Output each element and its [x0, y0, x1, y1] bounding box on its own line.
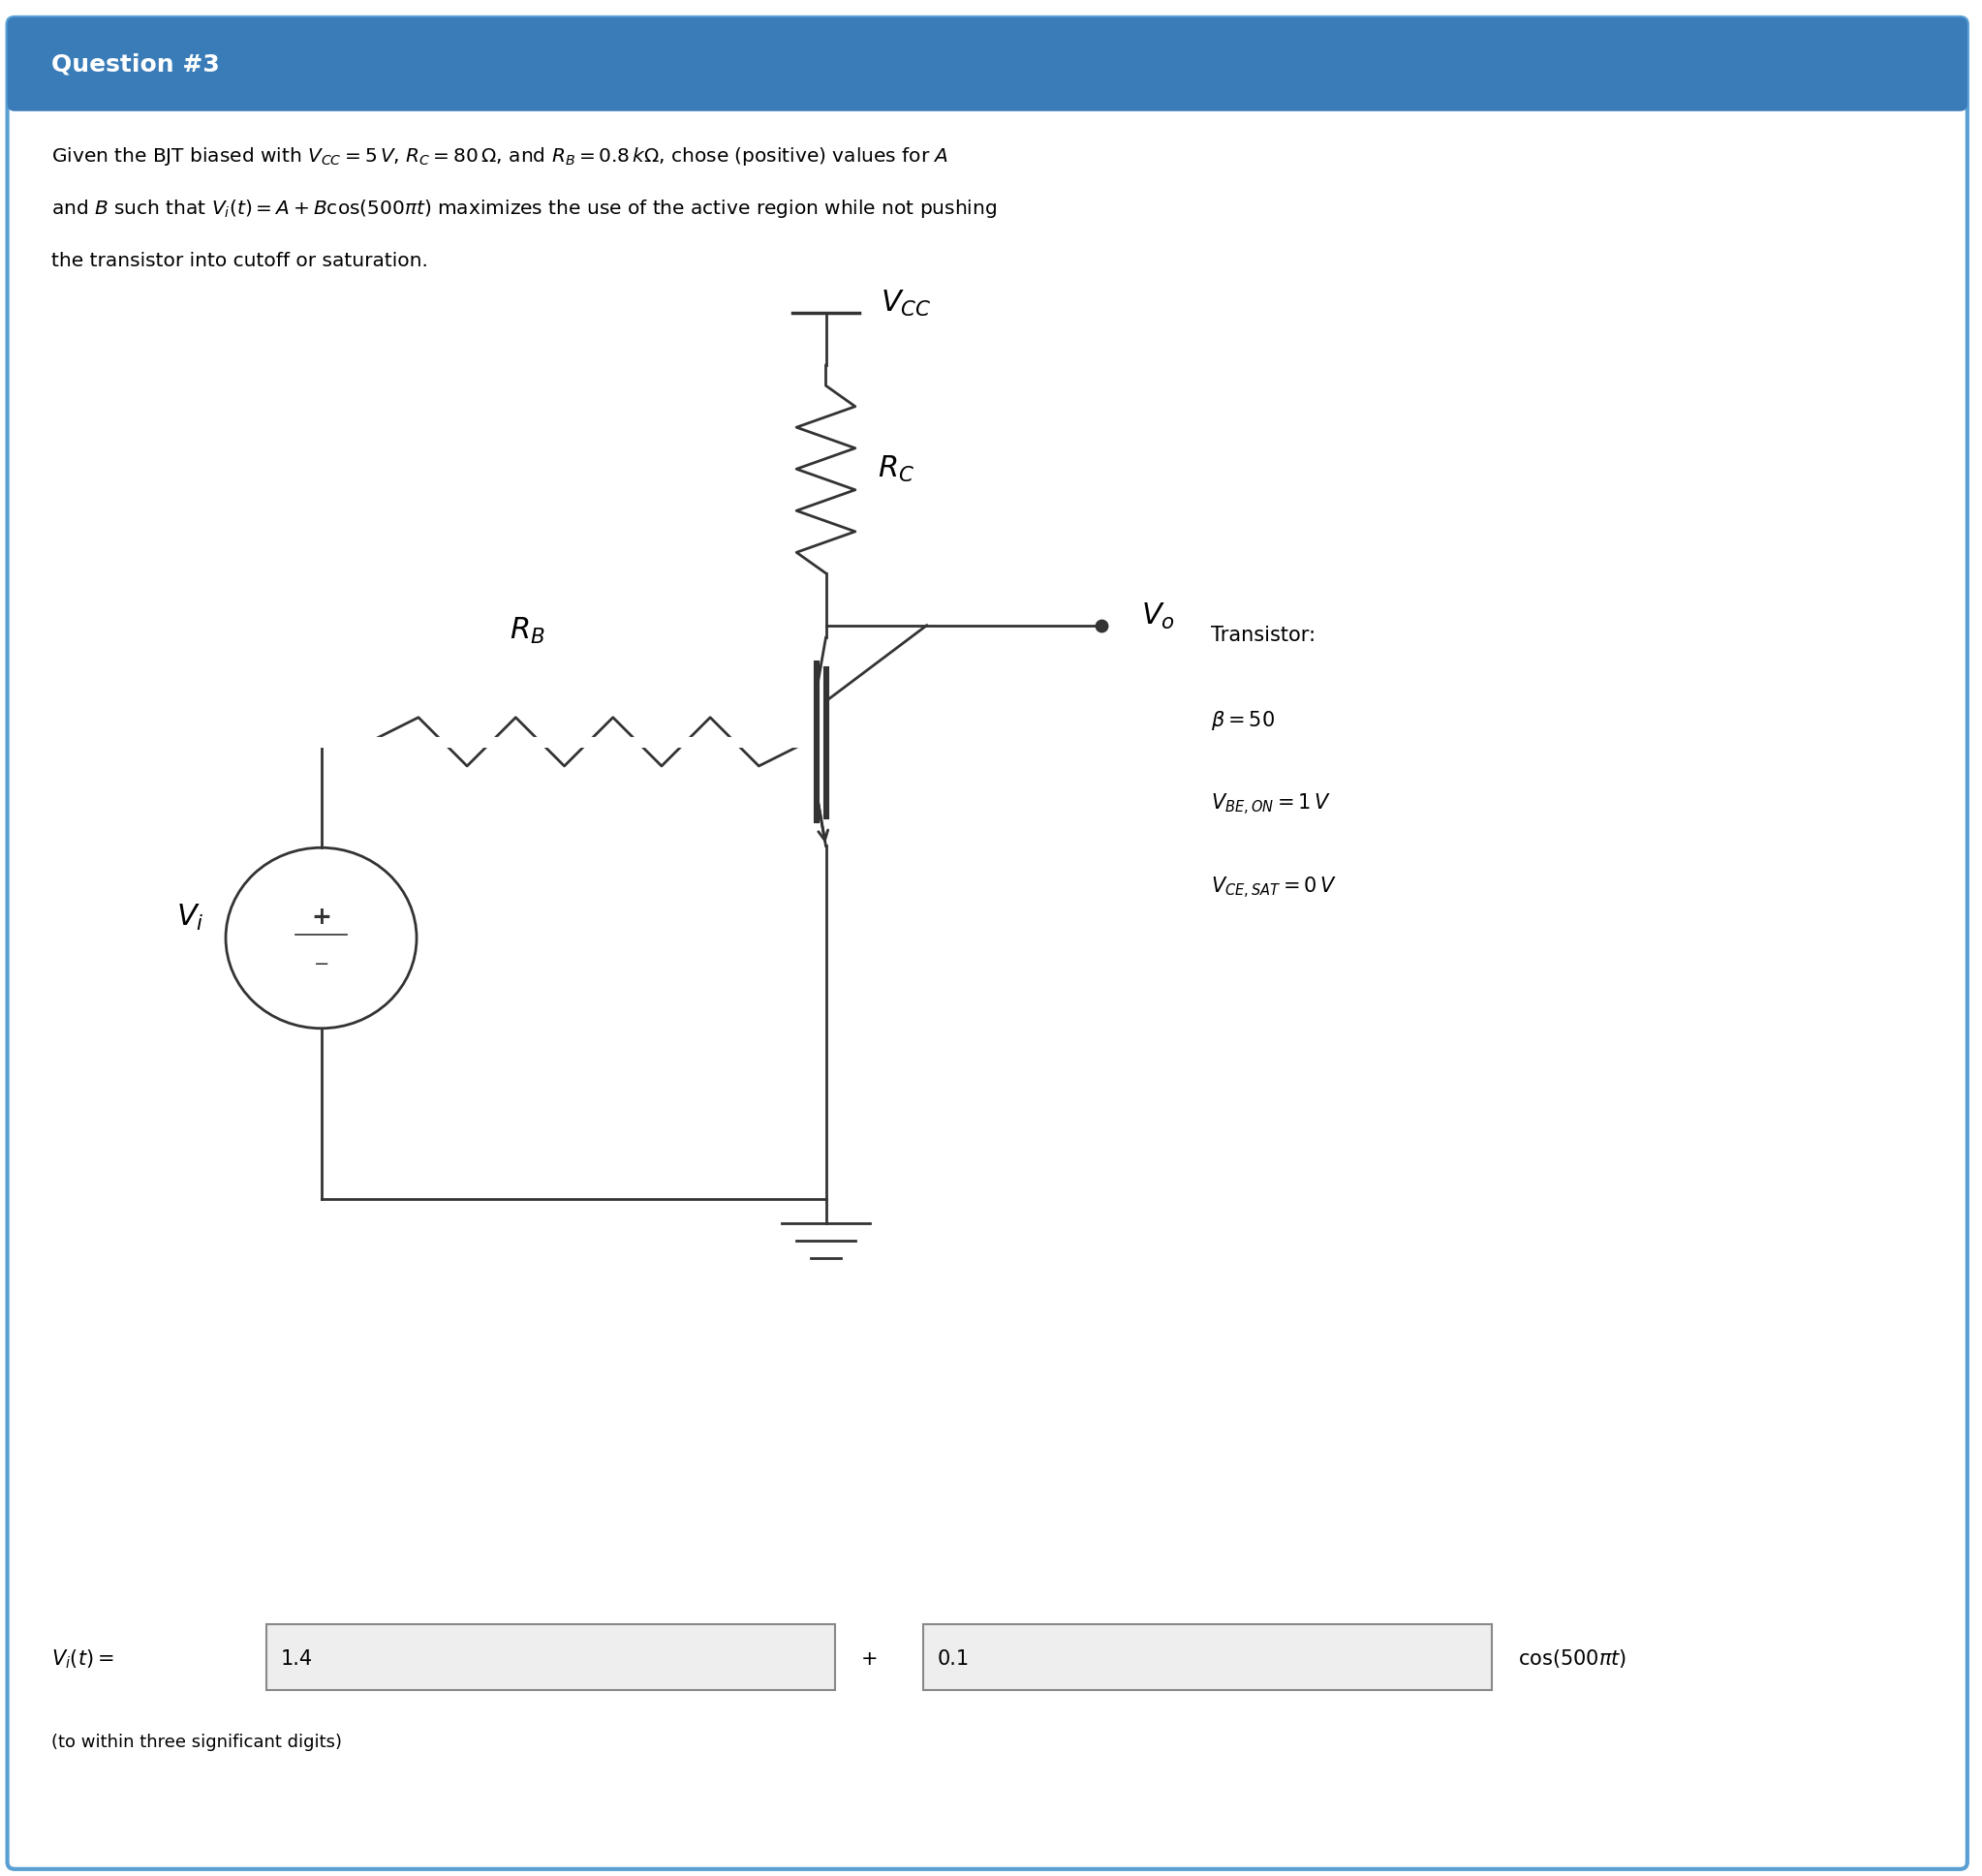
- Text: Transistor:: Transistor:: [1211, 625, 1316, 645]
- FancyBboxPatch shape: [8, 17, 1968, 1868]
- Text: $V_i(t) =$: $V_i(t) =$: [52, 1647, 115, 1670]
- Text: $R_C$: $R_C$: [878, 454, 914, 484]
- Text: +: +: [311, 906, 331, 929]
- Text: (to within three significant digits): (to within three significant digits): [52, 1733, 343, 1750]
- Text: $-$: $-$: [313, 953, 329, 972]
- Text: Given the BJT biased with $V_{CC} = 5\,V$, $R_C = 80\,\Omega$, and $R_B = 0.8\,k: Given the BJT biased with $V_{CC} = 5\,V…: [52, 144, 949, 167]
- Text: $R_B$: $R_B$: [509, 615, 545, 645]
- Text: $+$: $+$: [860, 1649, 878, 1668]
- Text: $V_{CE,SAT} = 0\,V$: $V_{CE,SAT} = 0\,V$: [1211, 876, 1338, 900]
- Text: $V_{CC}$: $V_{CC}$: [880, 289, 932, 319]
- FancyBboxPatch shape: [924, 1625, 1492, 1690]
- Text: $\cos(500\pi t)$: $\cos(500\pi t)$: [1518, 1647, 1627, 1670]
- Text: $V_i$: $V_i$: [176, 902, 204, 932]
- Text: $V_o$: $V_o$: [1142, 602, 1175, 632]
- Text: Question #3: Question #3: [52, 53, 220, 75]
- FancyBboxPatch shape: [266, 1625, 834, 1690]
- Text: 0.1: 0.1: [937, 1649, 969, 1668]
- Text: $V_{BE,ON} = 1\,V$: $V_{BE,ON} = 1\,V$: [1211, 792, 1332, 818]
- Text: 1.4: 1.4: [281, 1649, 313, 1668]
- Text: and $B$ such that $V_i(t) = A + B\cos(500\pi t)$ maximizes the use of the active: and $B$ such that $V_i(t) = A + B\cos(50…: [52, 197, 997, 219]
- FancyBboxPatch shape: [8, 17, 1968, 111]
- Text: $\beta = 50$: $\beta = 50$: [1211, 709, 1274, 732]
- Text: the transistor into cutoff or saturation.: the transistor into cutoff or saturation…: [52, 251, 428, 270]
